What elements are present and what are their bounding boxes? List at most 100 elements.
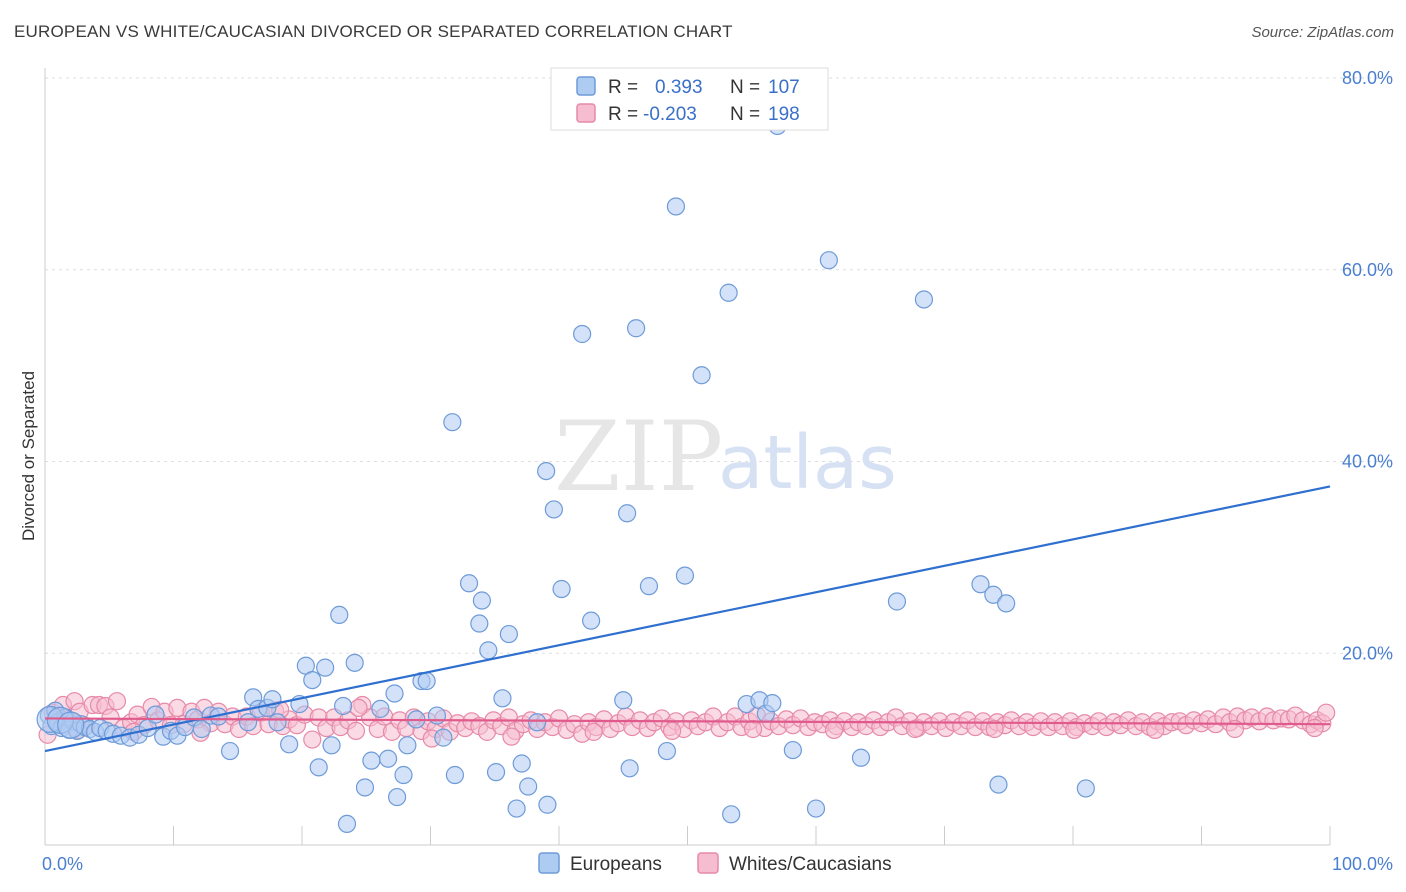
point-europeans	[544, 500, 563, 519]
stats-r-value-whites: -0.203	[643, 104, 697, 125]
stats-swatch-whites	[576, 103, 596, 123]
stats-legend: R = 0.393 N = 107 R = -0.203 N = 198	[550, 67, 829, 131]
point-europeans	[398, 736, 417, 755]
y-tick-label: 40.0%	[1342, 452, 1393, 472]
point-europeans	[268, 713, 287, 732]
trend-lines	[44, 485, 1331, 753]
point-europeans	[337, 814, 357, 834]
point-europeans	[479, 641, 498, 660]
point-europeans	[984, 585, 1003, 604]
point-europeans	[675, 566, 695, 585]
point-europeans	[997, 594, 1016, 613]
point-europeans	[537, 461, 556, 481]
point-whites-caucasians	[1146, 720, 1165, 740]
point-europeans	[427, 706, 447, 725]
point-europeans	[538, 795, 557, 814]
point-whites-caucasians	[502, 727, 521, 746]
point-europeans	[238, 713, 258, 732]
point-europeans	[657, 741, 677, 761]
point-europeans	[362, 751, 381, 770]
point-europeans	[387, 787, 407, 807]
point-europeans	[394, 765, 413, 785]
stats-n-label-europeans: N =	[730, 77, 760, 98]
point-whites-caucasians	[346, 721, 366, 741]
stats-n-value-whites: 198	[768, 104, 800, 125]
point-europeans	[887, 592, 907, 611]
point-europeans	[582, 611, 601, 630]
point-europeans	[819, 251, 838, 270]
point-europeans	[783, 740, 802, 760]
axes	[44, 68, 1331, 846]
point-europeans	[507, 799, 526, 818]
point-europeans	[626, 319, 646, 338]
point-europeans	[486, 763, 506, 782]
bottom-legend: Europeans Whites/Caucasians	[538, 852, 892, 875]
point-europeans	[345, 653, 364, 672]
point-whites-caucasians	[303, 730, 322, 749]
point-europeans	[722, 805, 741, 824]
legend-swatch-europeans	[538, 852, 560, 874]
point-europeans	[385, 684, 404, 703]
point-europeans	[989, 775, 1008, 794]
point-europeans	[57, 711, 85, 739]
point-europeans	[280, 735, 299, 754]
point-europeans	[851, 748, 871, 767]
point-europeans	[614, 691, 633, 710]
point-europeans	[692, 366, 711, 385]
point-europeans	[573, 324, 592, 344]
point-europeans	[971, 575, 990, 594]
point-whites-caucasians	[1317, 703, 1336, 722]
point-whites-caucasians	[1065, 720, 1084, 740]
point-europeans	[519, 777, 538, 796]
chart-title: EUROPEAN VS WHITE/CAUCASIAN DIVORCED OR …	[14, 22, 733, 41]
point-whites-caucasians	[905, 719, 925, 739]
legend-swatch-whites	[697, 852, 719, 874]
legend-label-europeans: Europeans	[570, 854, 662, 875]
point-europeans	[334, 696, 353, 716]
point-europeans	[493, 689, 512, 708]
point-whites-caucasians	[824, 720, 844, 740]
point-whites-caucasians	[985, 719, 1004, 739]
x-tick-label: 100.0%	[1332, 854, 1393, 874]
point-europeans	[552, 579, 571, 599]
point-europeans	[719, 283, 738, 302]
point-europeans	[666, 197, 686, 216]
point-europeans	[528, 713, 547, 732]
point-europeans	[445, 765, 465, 785]
point-whites-caucasians	[349, 698, 368, 717]
trend-line-whites-caucasians	[44, 717, 1331, 726]
point-europeans	[620, 759, 639, 778]
point-europeans	[443, 413, 462, 432]
point-europeans	[192, 719, 211, 739]
point-whites-caucasians	[743, 719, 763, 739]
point-europeans	[1076, 779, 1095, 798]
point-europeans	[146, 705, 165, 724]
point-whites-caucasians	[107, 692, 127, 711]
point-europeans	[378, 749, 398, 768]
watermark-zip: ZIP	[554, 401, 723, 513]
legend-label-whites: Whites/Caucasians	[729, 854, 892, 875]
trend-line-europeans	[44, 485, 1331, 753]
point-europeans	[434, 728, 453, 747]
y-tick-label: 60.0%	[1342, 260, 1393, 280]
point-europeans	[914, 290, 934, 309]
point-europeans	[470, 614, 489, 633]
point-whites-caucasians	[1305, 718, 1324, 738]
stats-swatch-europeans	[576, 76, 596, 96]
point-europeans	[512, 754, 531, 773]
point-europeans	[330, 605, 349, 625]
x-tick-label: 0.0%	[42, 854, 83, 874]
source-label: Source: ZipAtlas.com	[1251, 24, 1394, 41]
point-whites-caucasians	[584, 722, 603, 741]
point-europeans	[806, 799, 826, 818]
stats-n-value-europeans: 107	[768, 77, 800, 98]
stats-r-label-whites: R =	[608, 104, 638, 125]
point-europeans	[459, 574, 479, 593]
point-europeans	[618, 504, 637, 523]
point-europeans	[499, 624, 518, 644]
point-europeans	[763, 694, 782, 713]
y-axis-label: Divorced or Separated	[19, 371, 38, 541]
stats-r-value-europeans: 0.393	[655, 77, 703, 98]
stats-r-label-europeans: R =	[608, 77, 638, 98]
